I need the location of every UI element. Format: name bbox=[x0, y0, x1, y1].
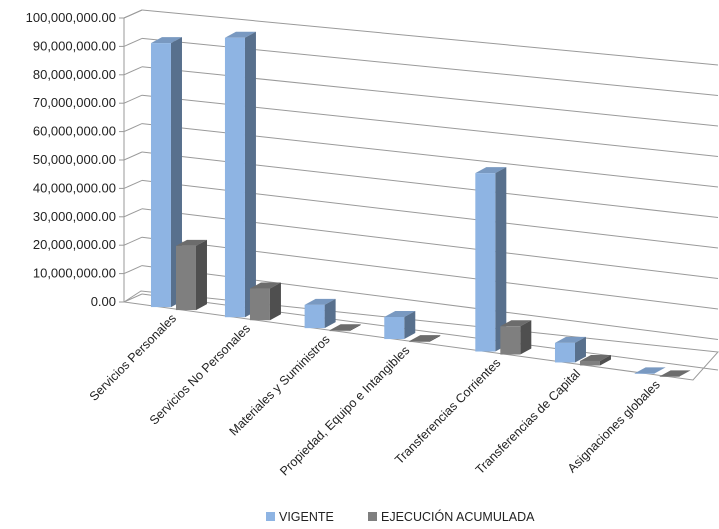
y-tick-label-0: 0.00 bbox=[91, 294, 116, 309]
y-tick-label-9: 90,000,000.00 bbox=[33, 38, 116, 53]
gridline-left-1 bbox=[123, 265, 143, 275]
gridline-left-0 bbox=[123, 293, 143, 303]
gridline-left-6 bbox=[123, 123, 143, 133]
bar-vigente-2 bbox=[304, 298, 336, 329]
gridline-10 bbox=[141, 9, 719, 66]
y-tick-label-1: 10,000,000.00 bbox=[33, 266, 116, 281]
y-tick-label-6: 60,000,000.00 bbox=[33, 124, 116, 139]
legend-label-ejecucion: EJECUCIÓN ACUMULADA bbox=[381, 509, 535, 524]
bar-vigente-1 bbox=[224, 31, 256, 318]
bar-ejecucion-2 bbox=[329, 324, 361, 332]
x-tick-label-2: Materiales y Suministros bbox=[227, 332, 333, 438]
bar-vigente-0 bbox=[150, 37, 182, 308]
gridline-left-7 bbox=[123, 94, 143, 104]
y-tick-label-8: 80,000,000.00 bbox=[33, 67, 116, 82]
bar-vigente-3 bbox=[384, 311, 416, 340]
bar-ejecucion-4 bbox=[500, 320, 532, 355]
x-tick-label-0: Servicios Personales bbox=[87, 311, 179, 403]
gridline-left-4 bbox=[123, 179, 143, 189]
gridline-left-9 bbox=[123, 37, 143, 47]
x-tick-label-4: Transferencias Corrientes bbox=[392, 356, 503, 467]
legend: VIGENTE EJECUCIÓN ACUMULADA bbox=[266, 509, 535, 524]
x-tick-label-6: Asignaciones globales bbox=[565, 378, 663, 476]
gridline-left-10 bbox=[123, 9, 143, 19]
y-tick-label-2: 20,000,000.00 bbox=[33, 237, 116, 252]
bar-ejecucion-6 bbox=[659, 370, 691, 377]
bar-vigente-6 bbox=[634, 367, 666, 374]
legend-swatch-vigente bbox=[266, 512, 275, 521]
legend-label-vigente: VIGENTE bbox=[279, 510, 334, 524]
bar-vigente-4 bbox=[475, 167, 507, 352]
gridline-left-2 bbox=[123, 236, 143, 246]
bar-ejecucion-0 bbox=[175, 239, 207, 311]
x-tick-label-5: Transferencias de Capital bbox=[473, 367, 583, 477]
gridline-left-8 bbox=[123, 66, 143, 76]
y-tick-label-5: 50,000,000.00 bbox=[33, 152, 116, 167]
y-axis: 0.00 10,000,000.00 20,000,000.00 30,000,000… bbox=[26, 10, 124, 309]
legend-swatch-ejecucion bbox=[368, 512, 377, 521]
chart-walls bbox=[122, 9, 719, 381]
bar-ejecucion-1 bbox=[249, 282, 281, 321]
bar-ejecucion-3 bbox=[409, 335, 441, 343]
bar-vigente-5 bbox=[554, 336, 586, 363]
y-tick-label-10: 100,000,000.00 bbox=[26, 10, 116, 25]
y-tick-label-7: 70,000,000.00 bbox=[33, 95, 116, 110]
bars bbox=[150, 31, 691, 377]
gridline-left-5 bbox=[123, 151, 143, 161]
gridline-left-3 bbox=[123, 208, 143, 218]
y-tick-label-4: 40,000,000.00 bbox=[33, 180, 116, 195]
bar-ejecucion-5 bbox=[579, 354, 611, 366]
y-tick-label-3: 30,000,000.00 bbox=[33, 209, 116, 224]
gridlines bbox=[123, 9, 719, 371]
